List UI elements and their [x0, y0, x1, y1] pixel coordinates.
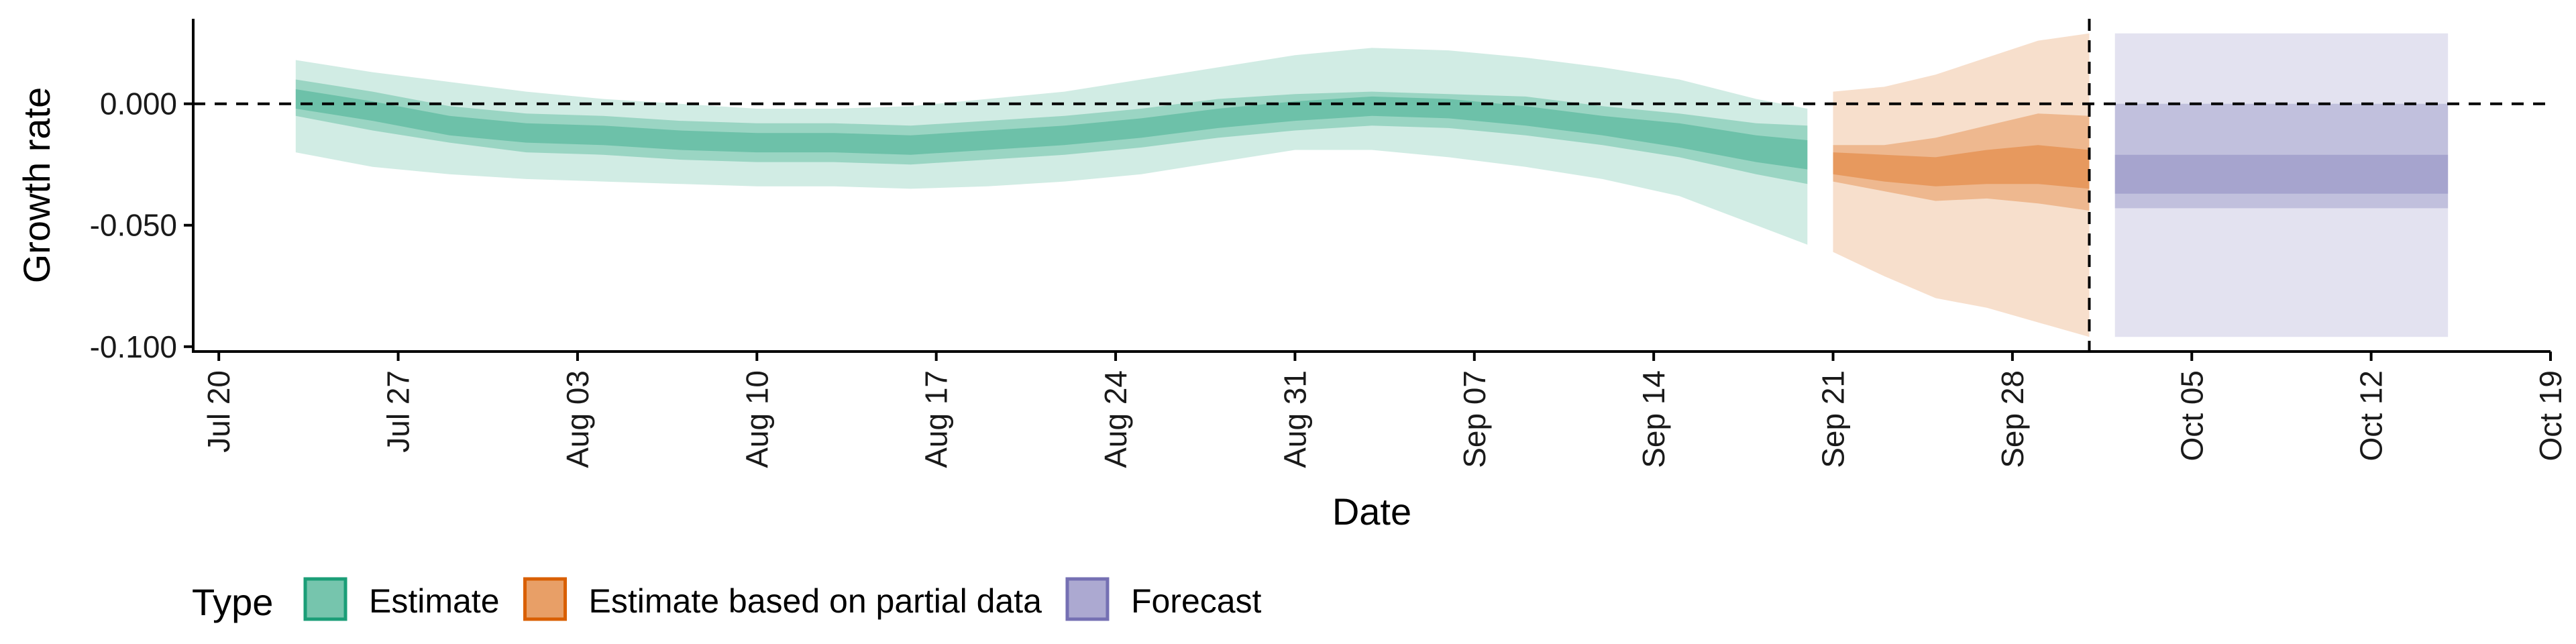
x-axis-title: Date	[1332, 490, 1411, 533]
series-1-ribbons	[1833, 33, 2090, 337]
series-1-band-20	[1833, 145, 2090, 189]
series-0-band-20	[295, 89, 1808, 170]
legend-label: Estimate based on partial data	[589, 582, 1042, 620]
legend-label: Estimate	[369, 582, 500, 620]
y-axis-ticks: 0.000 -0.050 -0.100	[90, 87, 193, 364]
x-tick-label: Aug 10	[739, 370, 774, 468]
series-2-band-50	[2114, 103, 2449, 209]
legend-swatch	[303, 577, 347, 621]
x-tick-label: Oct 12	[2354, 370, 2389, 462]
series-1-band-90	[1833, 33, 2090, 337]
series-2-band-20	[2114, 154, 2449, 194]
series-2-band-90	[2114, 33, 2449, 337]
x-tick-label: Oct 05	[2174, 370, 2209, 462]
legend-swatch	[1065, 577, 1110, 621]
x-tick-label: Aug 03	[560, 370, 595, 468]
legend: Type Estimate Estimate based on partial d…	[192, 577, 1262, 623]
y-axis-title: Growth rate	[15, 87, 58, 284]
y-tick-label: -0.100	[90, 329, 177, 364]
ribbon-layer	[295, 33, 2449, 337]
legend-item: Estimate based on partial data	[523, 577, 1042, 621]
series-0-band-90	[295, 48, 1808, 245]
x-tick-label: Sep 14	[1636, 370, 1671, 468]
legend-title: Type	[192, 581, 273, 623]
series-2-ribbons	[2114, 33, 2449, 337]
reference-lines	[193, 19, 2551, 352]
x-tick-label: Oct 19	[2533, 370, 2568, 462]
legend-label: Forecast	[1131, 582, 1262, 620]
x-axis-ticks: Jul 20 Jul 27 Aug 03 Aug 10 Aug 17 Aug 24 Aug …	[201, 352, 2568, 468]
x-tick-label: Jul 20	[201, 370, 236, 453]
x-tick-label: Sep 28	[1995, 370, 2030, 468]
axes	[192, 19, 2551, 353]
legend-swatch	[523, 577, 568, 621]
legend-item: Forecast	[1065, 577, 1262, 621]
y-tick-label: 0.000	[100, 87, 177, 121]
series-0-band-50	[295, 79, 1808, 184]
x-tick-label: Aug 31	[1277, 370, 1312, 468]
x-tick-label: Sep 21	[1816, 370, 1851, 468]
x-tick-label: Sep 07	[1457, 370, 1492, 468]
x-tick-label: Aug 24	[1098, 370, 1133, 468]
series-0-ribbons	[295, 48, 1808, 245]
y-tick-label: -0.050	[90, 208, 177, 243]
legend-item: Estimate	[303, 577, 500, 621]
series-1-band-50	[1833, 113, 2090, 211]
x-tick-label: Aug 17	[919, 370, 954, 468]
x-tick-label: Jul 27	[381, 370, 416, 453]
